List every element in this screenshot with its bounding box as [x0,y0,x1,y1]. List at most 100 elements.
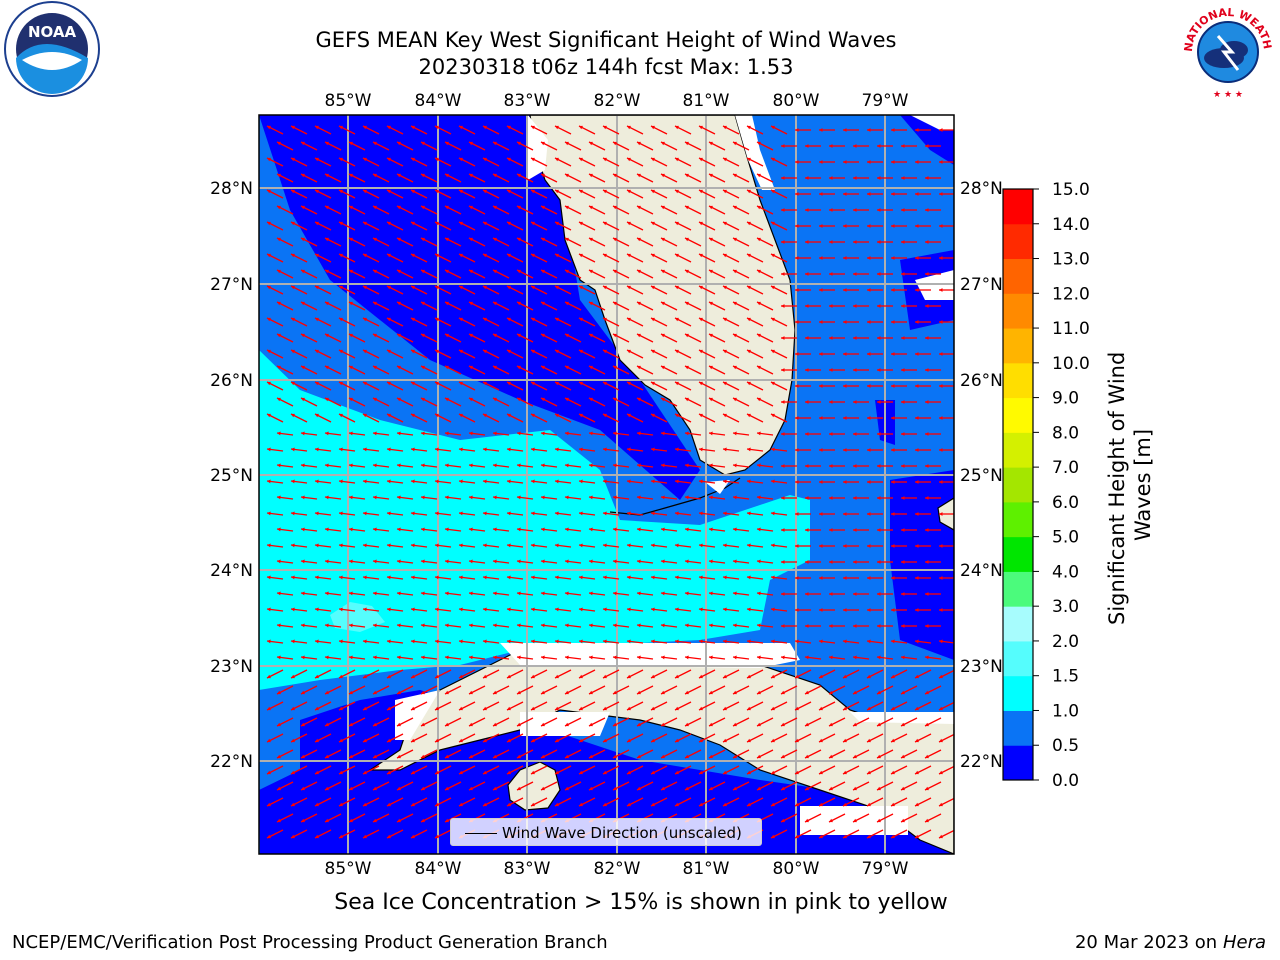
wave-arrow-head [387,834,391,839]
wave-arrow-head [555,447,559,452]
wave-arrow-head [747,125,751,130]
wave-arrow-head [469,141,473,146]
wave-arrow-head [819,256,823,260]
wave-arrow-head [541,655,545,660]
wave-arrow-head [675,575,679,580]
wave-arrow-head [843,384,847,388]
wave-arrow-head [795,706,799,711]
wave-arrow-head [517,655,521,660]
wave-arrow-head [795,128,799,132]
wave-arrow-head [445,623,449,628]
wave-arrow-head [421,591,425,596]
wave-arrow-head [829,592,833,596]
colorbar-segment [1003,397,1033,433]
wave-arrow-head [589,722,593,727]
wave-arrow-head [315,607,319,612]
wave-arrow-head [483,349,487,354]
wave-arrow-head [829,690,833,695]
wave-arrow-head [891,802,895,807]
wave-arrow-head [397,141,401,146]
wave-arrow-head [493,754,497,759]
wave-arrow-head [723,802,727,807]
wave-arrow-head [373,690,377,695]
wave-arrow-head [469,722,473,727]
wave-arrow-head [867,512,871,516]
lat-labels-right: 28°N 27°N 26°N 25°N 24°N 23°N 22°N [960,179,1003,772]
wave-arrow-head [363,479,367,484]
wave-arrow-head [301,623,305,628]
wave-arrow-head [277,754,281,759]
wave-arrow-head [781,592,785,596]
wave-arrow-head [733,463,737,468]
wave-arrow-head [507,381,511,386]
wave-arrow-head [733,173,737,178]
wave-arrow-head [781,304,785,308]
wave-arrow-head [315,285,319,290]
wave-arrow-head [805,432,809,436]
wave-arrow-head [421,397,425,402]
wave-arrow-head [805,208,809,212]
wave-arrow-head [373,365,377,370]
wave-arrow-head [541,365,545,370]
wave-arrow-head [349,722,353,727]
wave-arrow-head [363,802,367,807]
wave-arrow-head [795,320,799,324]
wave-arrow-head [315,479,319,484]
wave-arrow-head [291,349,295,354]
wave-arrow-head [901,336,905,340]
wave-arrow-head [603,157,607,162]
wave-arrow-head [507,189,511,194]
wave-arrow-head [795,639,799,644]
wave-arrow-head [877,754,881,759]
wave-arrow-head [349,333,353,338]
wave-arrow-head [363,221,367,226]
wave-arrow-head [685,559,689,564]
wave-arrow-head [565,722,569,727]
wave-arrow-head [517,237,521,242]
colorbar-segment [1003,501,1033,538]
wave-arrow-head [541,301,545,306]
wave-arrow-head [843,288,847,292]
wave-arrow-head [877,690,881,695]
wave-arrow-head [867,480,871,484]
wave-arrow-head [795,256,799,260]
wave-arrow-head [589,333,593,338]
wave-arrow-head [291,157,295,162]
wave-arrow-head [819,416,823,420]
wave-arrow-head [757,722,761,727]
wave-arrow-head [565,559,569,564]
wave-arrow-head [469,269,473,274]
wave-arrow-head [483,157,487,162]
wave-arrow-head [565,655,569,660]
wave-arrow-head [733,690,737,695]
wave-arrow-head [829,496,833,500]
wave-arrow-head [411,317,415,322]
wave-arrow-head [613,205,617,210]
wave-arrow-head [939,160,943,164]
wave-arrow-head [939,674,943,679]
wave-arrow-head [589,495,593,500]
wave-arrow-head [613,141,617,146]
wave-arrow-head [435,317,439,322]
wave-arrow-head [651,543,655,548]
wave-arrow-head [565,786,569,791]
wave-arrow-head [291,802,295,807]
wave-arrow-head [411,706,415,711]
wave-arrow-head [339,674,343,679]
colorbar-segment [1003,258,1033,294]
wave-arrow-head [411,479,415,484]
wave-arrow-head [517,333,521,338]
wave-arrow-head [301,269,305,274]
wave-arrow-head [555,607,559,612]
wave-arrow-head [507,738,511,743]
wave-arrow-head [387,157,391,162]
wave-arrow-head [493,623,497,628]
wave-arrow-head [925,208,929,212]
wave-arrow-head [771,706,775,711]
wave-arrow-head [675,543,679,548]
wave-arrow-head [853,336,857,340]
wave-arrow-head [901,304,905,308]
wave-arrow-head [421,173,425,178]
wave-arrow-head [819,576,823,580]
wave-arrow-head [603,543,607,548]
